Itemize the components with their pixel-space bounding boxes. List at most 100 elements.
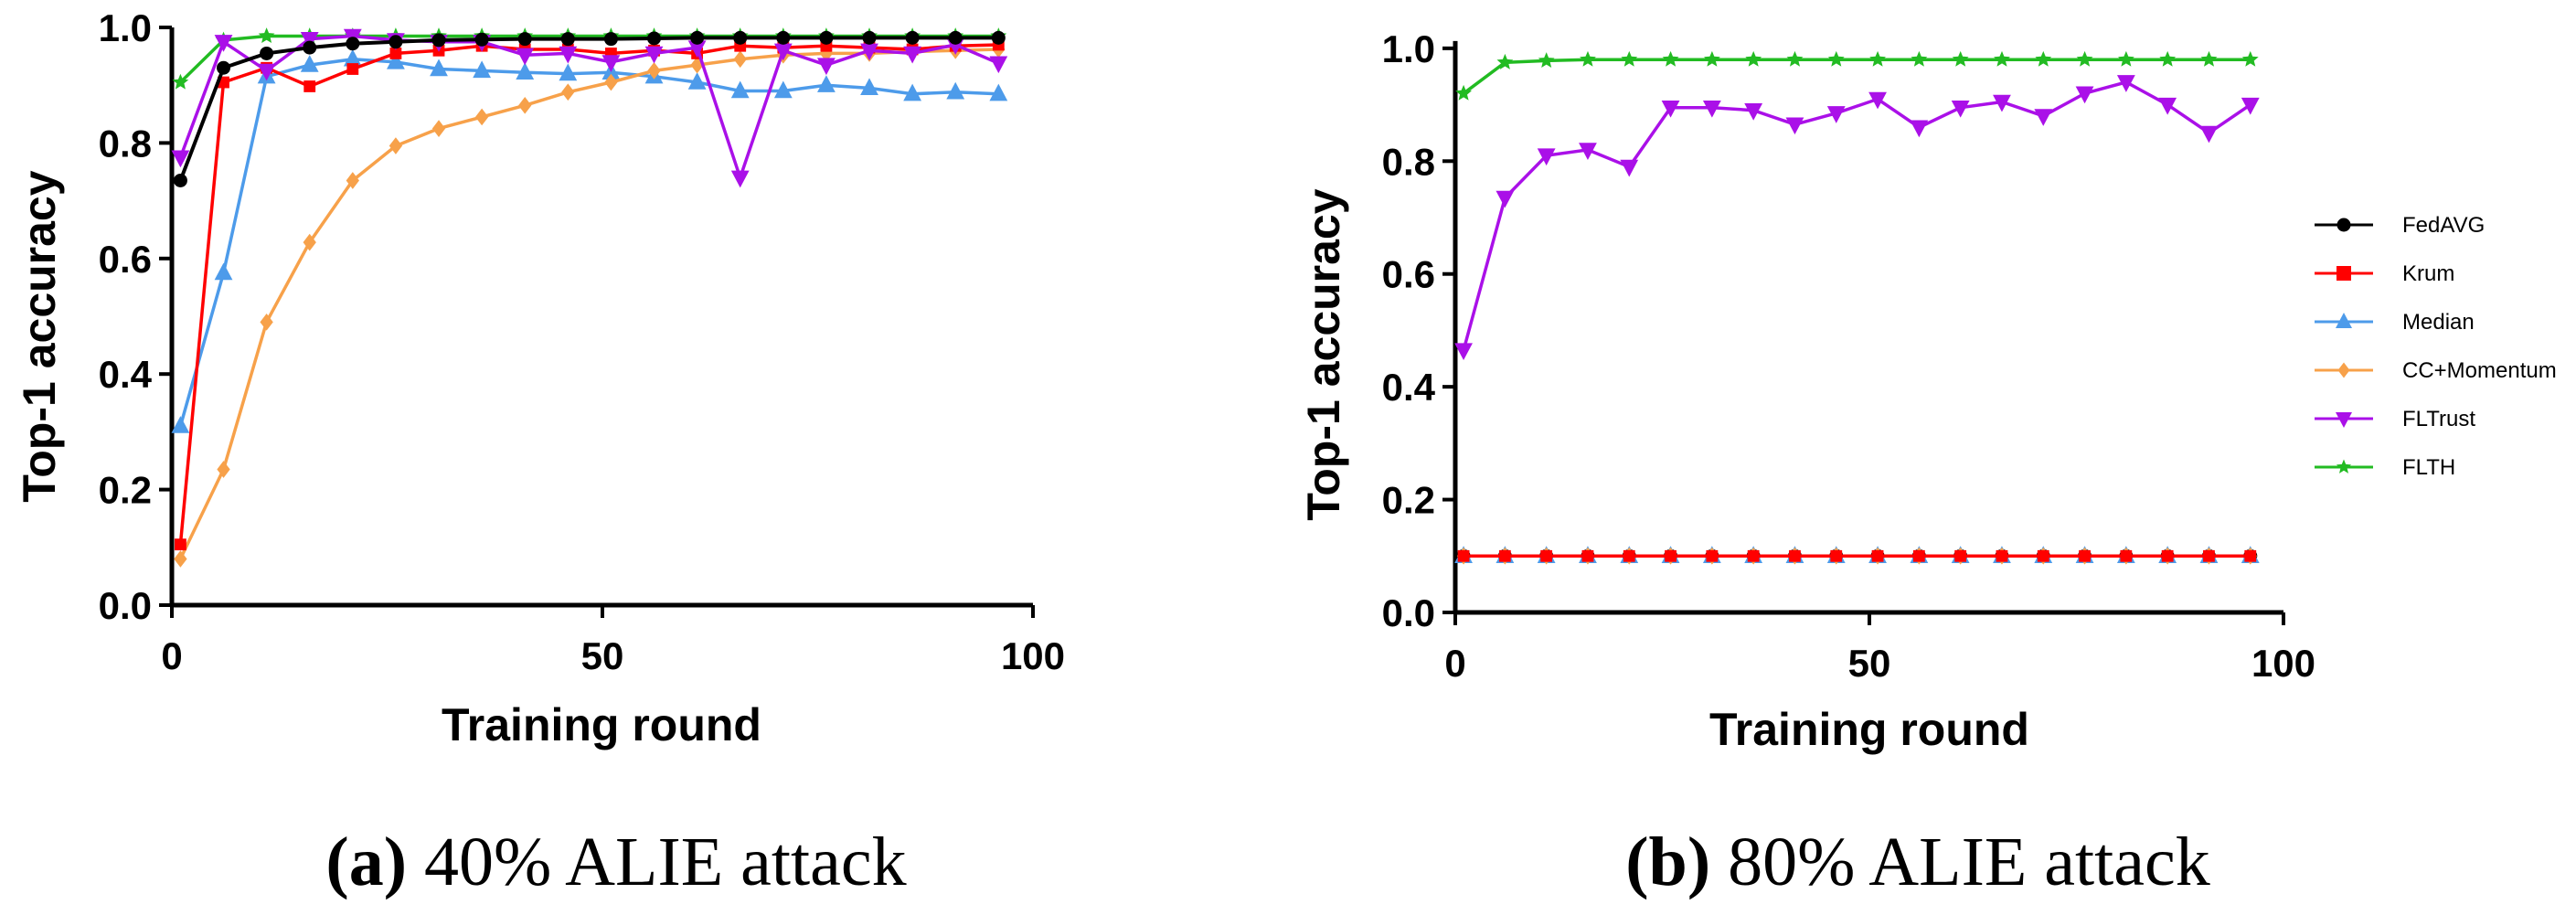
data-point-fltrust-b: [1993, 94, 2011, 112]
data-point-median-a: [343, 48, 362, 67]
data-point-fedavg-a: [431, 33, 446, 48]
data-point-krum-b: [1871, 549, 1884, 562]
y-tick-label-b: 0.2: [1382, 479, 1435, 522]
legend-marker-krum: [2336, 266, 2351, 281]
data-point-fedavg-a: [948, 30, 963, 45]
data-point-krum-b: [1789, 549, 1801, 562]
y-tick-label-b: 0.4: [1382, 366, 1436, 409]
legend-marker-flth: [2336, 459, 2352, 473]
data-point-median-a: [773, 80, 793, 99]
data-point-fltrust-a: [903, 46, 922, 64]
series-line-krum-a: [178, 43, 999, 545]
data-point-flth-b: [1994, 50, 2010, 67]
y-axis-label-a: Top-1 accuracy: [14, 170, 65, 502]
data-point-fedavg-a: [647, 31, 662, 46]
data-point-fedavg-a: [776, 30, 791, 45]
series-line-fltrust-b: [1462, 80, 2251, 351]
data-point-fltrust-b: [1744, 103, 1763, 121]
data-point-fltrust-b: [2075, 86, 2094, 104]
data-point-cc-momentum-a: [346, 172, 359, 189]
data-point-median-a: [989, 83, 1008, 101]
legend-label-krum: Krum: [2402, 261, 2454, 286]
plot-a: 0.0 0.2 0.4 0.6 0.8 1.0 0 50 100: [99, 6, 1065, 677]
data-point-fltrust-a: [860, 43, 878, 61]
series-flth-b: [1455, 50, 2259, 101]
data-point-cc-momentum-a: [217, 461, 230, 478]
data-point-fltrust-b: [2199, 125, 2219, 144]
data-point-fltrust-b: [2241, 97, 2260, 115]
data-point-flth-b: [1704, 50, 1720, 67]
data-point-fedavg-a: [819, 30, 834, 45]
data-point-flth-b: [1538, 52, 1555, 68]
y-tick-label-b: 1.0: [1382, 27, 1435, 70]
series-krum-b: [1457, 549, 2257, 562]
data-point-fedavg-a: [991, 30, 1006, 45]
plot-b: 0.0 0.2 0.4 0.6 0.8 1.0 0 50 100: [1382, 27, 2315, 685]
data-point-krum-a: [303, 80, 316, 92]
data-point-flth-b: [1911, 50, 1928, 67]
x-tick-label-b: 100: [2251, 642, 2315, 685]
data-point-cc-momentum-a: [260, 313, 273, 331]
data-point-flth-b: [1455, 84, 1472, 101]
data-point-cc-momentum-a: [303, 233, 316, 251]
data-point-flth-b: [1496, 53, 1514, 69]
data-point-median-a: [516, 62, 535, 80]
data-point-flth-b: [1662, 50, 1679, 67]
data-point-krum-b: [2203, 549, 2215, 562]
x-axis-label-a: Training round: [442, 699, 761, 750]
data-point-krum-a: [389, 48, 402, 59]
series-median-a: [171, 48, 1008, 433]
data-point-flth-b: [2200, 50, 2218, 67]
y-tick-label-a: 0.6: [99, 238, 152, 281]
data-point-krum-b: [1747, 549, 1760, 562]
legend-marker-median: [2336, 313, 2352, 328]
data-point-fltrust-b: [1951, 100, 1970, 118]
y-tick-label-a: 0.2: [99, 469, 152, 512]
data-point-flth-b: [1745, 50, 1762, 67]
data-point-flth-b: [1580, 50, 1596, 67]
series-line-fltrust-a: [178, 34, 999, 183]
data-point-median-a: [946, 81, 965, 100]
legend-entry-krum: Krum: [2315, 261, 2454, 286]
data-point-flth-a: [172, 73, 189, 90]
data-point-flth-b: [1869, 50, 1886, 67]
data-point-flth-a: [258, 27, 275, 43]
legend-entry-cc-momentum: CC+Momentum: [2315, 358, 2557, 383]
data-point-fedavg-a: [474, 32, 489, 47]
caption-letter-a: (a): [325, 824, 407, 900]
data-point-fedavg-a: [733, 30, 748, 45]
data-point-cc-momentum-a: [174, 550, 187, 568]
data-point-fltrust-b: [1785, 117, 1804, 135]
legend-marker-fltrust: [2336, 412, 2352, 428]
legend-entry-median: Median: [2315, 310, 2475, 335]
y-tick-label-b: 0.0: [1382, 591, 1435, 634]
data-point-fltrust-b: [1910, 120, 1929, 138]
data-point-krum-b: [2079, 549, 2091, 562]
series-line-cc-momentum-a: [178, 48, 999, 560]
data-point-fedavg-a: [862, 30, 877, 45]
y-tick-label-b: 0.6: [1382, 253, 1435, 296]
data-point-fltrust-a: [644, 46, 664, 64]
data-point-fedavg-a: [173, 173, 187, 187]
caption-a: (a) 40% ALIE attack: [325, 824, 906, 900]
y-tick-label-a: 0.0: [99, 584, 152, 627]
legend-label-cc-momentum: CC+Momentum: [2402, 358, 2557, 383]
series-fedavg-a: [173, 30, 1006, 187]
data-point-cc-momentum-a: [431, 120, 446, 137]
data-point-krum-b: [1912, 549, 1925, 562]
data-point-fltrust-a: [171, 150, 190, 168]
data-point-median-a: [687, 72, 707, 90]
series-line-flth-b: [1463, 58, 2251, 95]
data-point-fedavg-a: [303, 40, 317, 55]
data-point-median-a: [903, 83, 922, 101]
caption-text-b: 80% ALIE attack: [1710, 824, 2210, 900]
data-point-flth-b: [2118, 50, 2134, 67]
data-point-krum-b: [2244, 549, 2257, 562]
data-point-fedavg-a: [905, 30, 920, 45]
series-krum-a: [175, 38, 1005, 551]
caption-letter-b: (b): [1625, 824, 1710, 900]
y-tick-label-a: 1.0: [99, 6, 152, 49]
data-point-fedavg-a: [346, 37, 360, 51]
data-point-fltrust-b: [2034, 109, 2053, 126]
